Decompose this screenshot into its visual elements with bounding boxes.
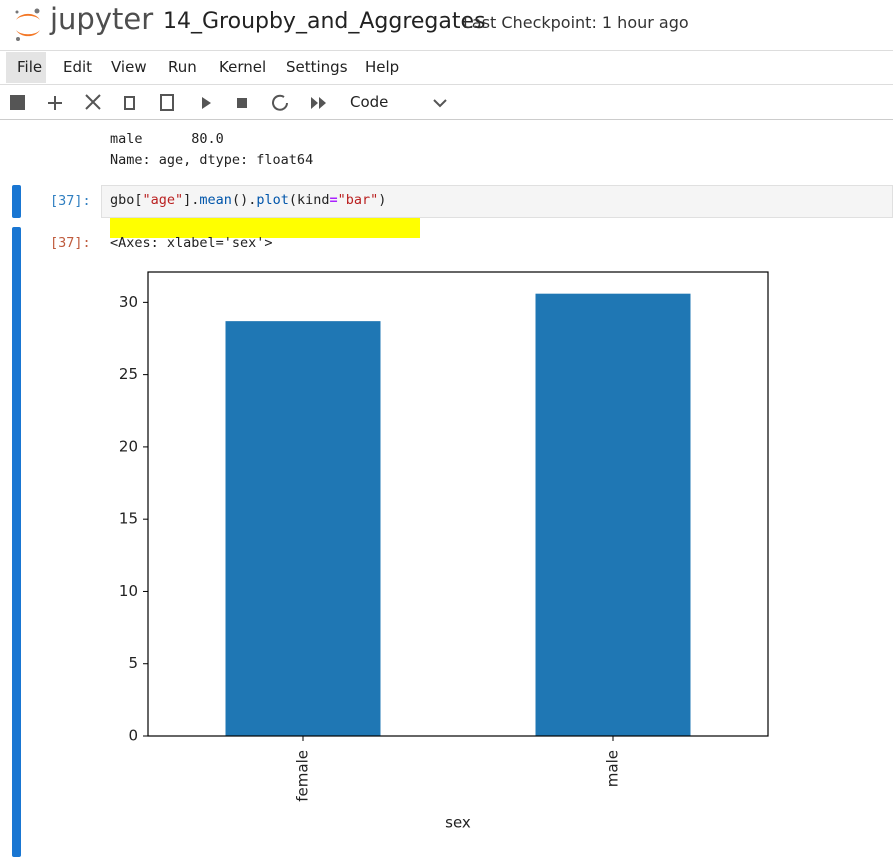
cell-type[interactable]: Code (350, 93, 389, 111)
bar (225, 321, 381, 736)
output-indicator (12, 227, 21, 857)
checkpoint: Last Checkpoint: 1 hour ago (463, 13, 689, 32)
x-tick-label: female (294, 750, 312, 802)
code-token: "age" (142, 192, 184, 208)
notebook-name[interactable]: 14_Groupby_and_Aggregates (163, 9, 486, 34)
x-tick-label: male (604, 750, 622, 787)
code-token: = (329, 192, 338, 208)
bar (535, 293, 691, 736)
output-line: female 76.0 (110, 120, 224, 124)
menu-highlight (6, 52, 46, 83)
stop-icon[interactable] (237, 98, 247, 108)
output-prompt: [37]: (50, 235, 91, 251)
dropdown-chevron[interactable] (433, 99, 447, 108)
add-icon[interactable] (48, 96, 62, 110)
y-tick-label: 0 (128, 727, 138, 745)
toolbar (10, 94, 447, 111)
cut-icon[interactable] (85, 94, 101, 110)
code-token: mean (199, 192, 232, 208)
menu-bar (0, 50, 893, 85)
y-tick-label: 30 (119, 293, 138, 311)
code-token: plot (256, 192, 289, 208)
toolbar-border (0, 119, 893, 120)
menu-item[interactable]: Edit (63, 58, 93, 76)
code: gbo["age"].mean().plot(kind="bar") (110, 192, 386, 208)
menu-item[interactable]: Run (168, 58, 197, 76)
menu-item[interactable]: Kernel (219, 58, 267, 76)
run-all-icon[interactable] (311, 97, 326, 109)
code-token: ) (378, 192, 387, 208)
y-tick-label: 10 (119, 582, 138, 600)
paste-icon[interactable] (160, 94, 174, 111)
logo-icon (15, 8, 40, 41)
menu-item[interactable]: Settings (286, 58, 348, 76)
menu-item[interactable]: File (17, 58, 43, 76)
x-axis-label: sex (445, 814, 471, 832)
logo-text: jupyter (50, 2, 154, 36)
code-token: ]. (183, 192, 200, 208)
notebook-area: female 76.0 male 80.0 Name: age, dtype: … (0, 120, 893, 857)
code-token: (kind (288, 192, 330, 208)
cell-indicator (12, 185, 21, 218)
y-tick-label: 20 (119, 437, 138, 455)
output-line: Name: age, dtype: float64 (110, 152, 314, 168)
menu-item[interactable]: View (111, 58, 147, 76)
axes-frame (147, 271, 769, 737)
run-icon[interactable] (202, 97, 211, 109)
copy-icon[interactable] (124, 96, 135, 110)
code-token: (). (231, 192, 257, 208)
restart-icon[interactable] (272, 94, 288, 111)
code-input[interactable] (101, 185, 893, 218)
code-token: "bar" (337, 192, 379, 208)
output-line: male 80.0 (110, 131, 224, 147)
save-icon[interactable] (10, 95, 25, 110)
y-tick-label: 5 (128, 654, 138, 672)
menu-item[interactable]: Help (365, 58, 400, 76)
y-tick-label: 15 (119, 510, 138, 528)
y-tick-label: 25 (119, 365, 138, 383)
highlight (110, 218, 420, 238)
output-text: <Axes: xlabel='sex'> (110, 235, 273, 251)
code-token: gbo[ (110, 192, 143, 208)
input-prompt: [37]: (50, 193, 91, 209)
